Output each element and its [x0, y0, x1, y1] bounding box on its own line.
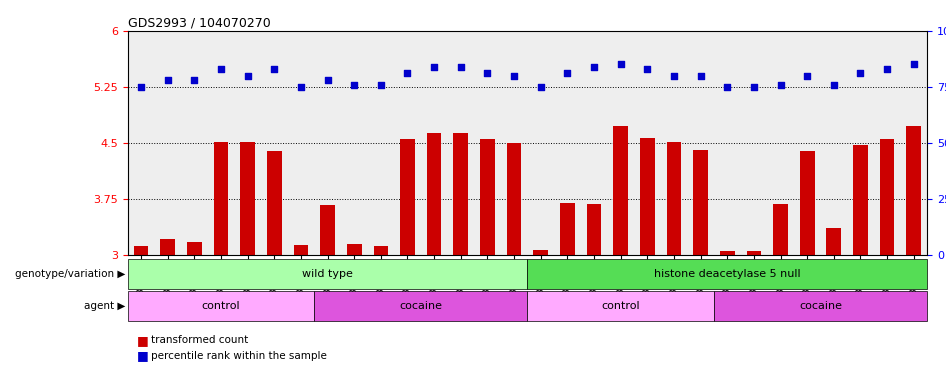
Bar — [133, 246, 149, 255]
Bar — [128, 291, 314, 321]
Bar — [773, 204, 788, 255]
Bar — [427, 133, 442, 255]
Point — [453, 64, 468, 70]
Point — [293, 84, 308, 90]
Text: agent ▶: agent ▶ — [84, 301, 126, 311]
Bar — [827, 228, 841, 255]
Bar — [453, 133, 468, 255]
Bar — [720, 251, 734, 255]
Bar — [321, 205, 335, 255]
Point — [320, 77, 335, 83]
Bar — [400, 139, 414, 255]
Point — [480, 70, 495, 76]
Text: transformed count: transformed count — [151, 335, 249, 345]
Bar — [527, 291, 714, 321]
Bar — [481, 139, 495, 255]
Text: cocaine: cocaine — [799, 301, 842, 311]
Point — [666, 73, 681, 79]
Point — [746, 84, 762, 90]
Bar — [587, 204, 602, 255]
Bar — [161, 239, 175, 255]
Point — [427, 64, 442, 70]
Point — [186, 77, 201, 83]
Bar — [527, 259, 927, 289]
Point — [534, 84, 549, 90]
Point — [906, 61, 921, 68]
Point — [720, 84, 735, 90]
Point — [214, 66, 229, 72]
Bar — [187, 242, 201, 255]
Bar — [293, 245, 308, 255]
Bar — [267, 151, 282, 255]
Bar — [214, 142, 228, 255]
Bar — [640, 138, 655, 255]
Text: genotype/variation ▶: genotype/variation ▶ — [15, 269, 126, 279]
Point — [400, 70, 415, 76]
Bar — [560, 203, 574, 255]
Text: percentile rank within the sample: percentile rank within the sample — [151, 351, 327, 361]
Point — [773, 81, 788, 88]
Bar — [534, 250, 548, 255]
Bar — [853, 145, 867, 255]
Text: ■: ■ — [137, 334, 149, 347]
Text: GDS2993 / 104070270: GDS2993 / 104070270 — [128, 17, 271, 30]
Bar — [880, 139, 894, 255]
Bar — [667, 142, 681, 255]
Point — [160, 77, 175, 83]
Point — [613, 61, 628, 68]
Point — [267, 66, 282, 72]
Point — [799, 73, 815, 79]
Point — [693, 73, 709, 79]
Text: histone deacetylase 5 null: histone deacetylase 5 null — [654, 269, 800, 279]
Point — [374, 81, 389, 88]
Bar — [128, 259, 527, 289]
Bar — [906, 126, 921, 255]
Bar — [613, 126, 628, 255]
Point — [853, 70, 868, 76]
Point — [133, 84, 149, 90]
Text: cocaine: cocaine — [399, 301, 443, 311]
Point — [826, 81, 841, 88]
Bar — [314, 291, 527, 321]
Point — [346, 81, 361, 88]
Text: control: control — [201, 301, 240, 311]
Point — [506, 73, 521, 79]
Bar — [693, 150, 708, 255]
Point — [639, 66, 655, 72]
Bar — [347, 244, 361, 255]
Point — [587, 64, 602, 70]
Bar — [714, 291, 927, 321]
Bar — [240, 142, 254, 255]
Text: wild type: wild type — [302, 269, 353, 279]
Point — [240, 73, 255, 79]
Point — [560, 70, 575, 76]
Bar — [374, 247, 388, 255]
Point — [880, 66, 895, 72]
Text: control: control — [602, 301, 639, 311]
Bar — [746, 251, 762, 255]
Bar — [507, 143, 521, 255]
Bar — [800, 151, 815, 255]
Text: ■: ■ — [137, 349, 149, 362]
